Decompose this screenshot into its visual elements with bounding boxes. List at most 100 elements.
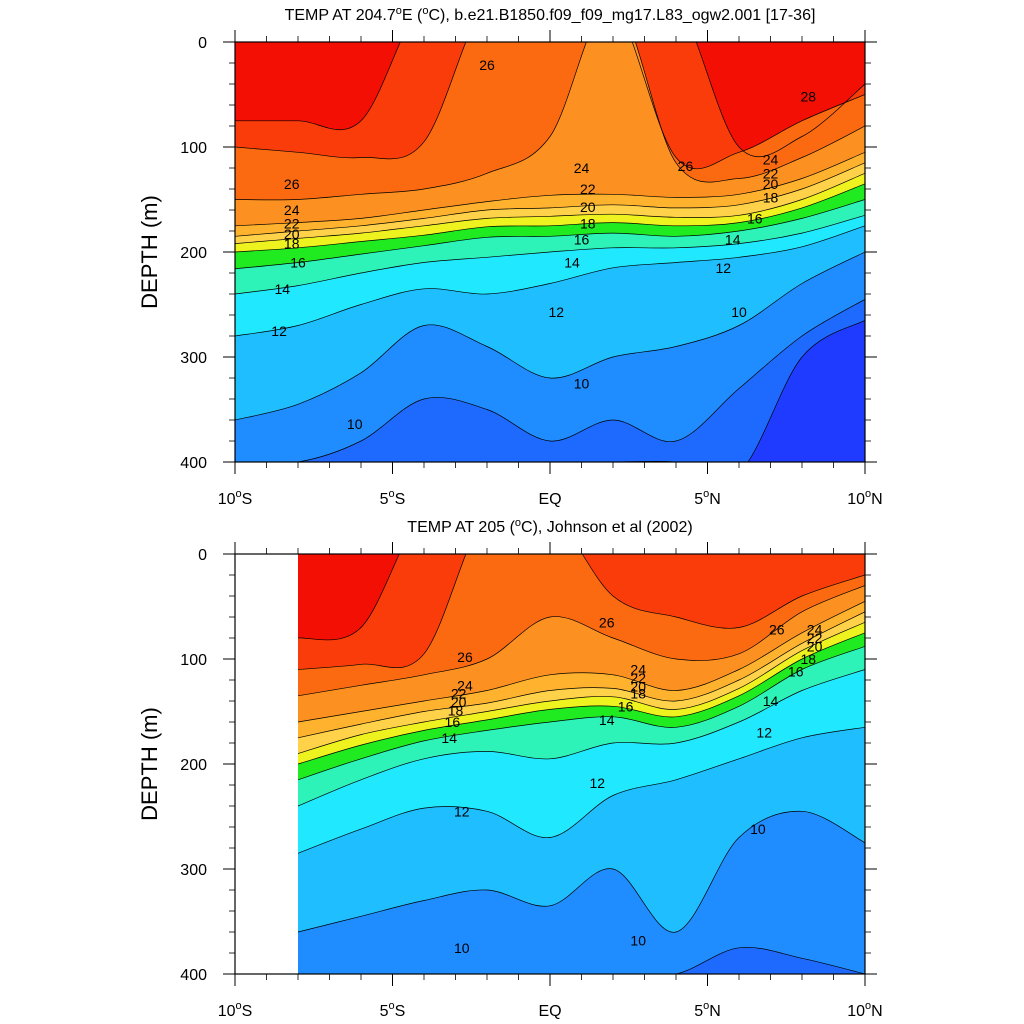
contour-label: 16	[445, 714, 461, 730]
y-axis-label: DEPTH (m)	[137, 195, 162, 309]
chart-title: TEMP AT 204.7oE (oC), b.e21.B1850.f09_f0…	[285, 5, 816, 24]
contour-label: 26	[284, 176, 300, 192]
contour-label: 10	[574, 375, 590, 391]
contour-label: 12	[454, 803, 470, 819]
x-tick-label: 10oN	[847, 488, 882, 508]
contour-label: 16	[747, 210, 763, 226]
contour-label: 20	[284, 226, 300, 242]
contour-fill	[298, 554, 865, 974]
contour-label: 14	[599, 712, 615, 728]
contour-band	[298, 811, 865, 974]
contour-line	[297, 726, 865, 854]
contour-label: 14	[441, 730, 457, 746]
x-tick-label: 10oS	[218, 488, 253, 508]
contour-label: 28	[801, 89, 817, 105]
contour-line	[297, 611, 865, 739]
contour-line	[297, 669, 865, 807]
contour-label: 16	[574, 231, 590, 247]
contour-label: 12	[549, 304, 565, 320]
contour-label: 22	[807, 630, 823, 646]
contour-label: 20	[451, 694, 467, 710]
contour-label: 14	[725, 231, 741, 247]
contour-label: 14	[564, 255, 580, 271]
contour-label: 24	[763, 152, 779, 168]
contour-label: 10	[750, 821, 766, 837]
contour-line	[235, 162, 865, 237]
contour-line	[235, 319, 865, 462]
contour-line	[297, 810, 865, 933]
contour-line	[235, 225, 865, 337]
y-tick-label: 100	[180, 652, 207, 669]
y-tick-label: 400	[180, 967, 207, 984]
contour-label: 10	[731, 304, 747, 320]
contour-label: 20	[630, 678, 646, 694]
x-tick-label: 10oS	[218, 1000, 253, 1020]
contour-line	[297, 554, 400, 641]
contour-line	[235, 172, 865, 244]
contour-band	[298, 947, 865, 974]
contour-label: 18	[801, 651, 817, 667]
contour-line	[297, 646, 865, 781]
y-tick-label: 100	[180, 140, 207, 157]
contour-line	[235, 42, 865, 158]
contour-line	[297, 585, 865, 697]
contour-label: 10	[630, 932, 646, 948]
contour-label: 16	[290, 255, 306, 271]
contour-label: 26	[769, 622, 785, 638]
contour-label: 18	[448, 702, 464, 718]
contour-label: 18	[763, 189, 779, 205]
contour-label: 20	[763, 176, 779, 192]
contour-line	[297, 632, 865, 765]
contour-label: 22	[580, 181, 596, 197]
contour-line	[297, 621, 865, 754]
contour-label: 16	[618, 698, 634, 714]
contour-label: 18	[284, 236, 300, 252]
contour-label: 20	[807, 638, 823, 654]
contour-label: 10	[347, 416, 363, 432]
contour-label: 12	[589, 775, 605, 791]
contour-label: 16	[788, 664, 804, 680]
contour-line	[235, 42, 865, 170]
contour-line	[235, 42, 865, 201]
contour-label: 24	[807, 622, 823, 638]
contour-line	[235, 151, 865, 227]
contour-label: 20	[580, 199, 596, 215]
contour-label: 12	[756, 725, 772, 741]
y-tick-label: 0	[198, 35, 207, 52]
x-tick-label: EQ	[538, 1003, 561, 1020]
x-tick-label: 10oN	[847, 1000, 882, 1020]
x-tick-label: 5oN	[694, 1000, 721, 1020]
contour-label: 26	[457, 649, 473, 665]
y-tick-label: 200	[180, 245, 207, 262]
contour-label: 14	[763, 693, 779, 709]
contour-label: 18	[630, 686, 646, 702]
contour-band	[235, 299, 865, 462]
y-tick-label: 200	[180, 757, 207, 774]
contour-line	[297, 600, 865, 723]
x-tick-label: 5oS	[380, 488, 406, 508]
chart-title: TEMP AT 205 (oC), Johnson et al (2002)	[407, 517, 692, 536]
contour-line	[235, 199, 865, 270]
y-tick-label: 0	[198, 547, 207, 564]
x-tick-label: EQ	[538, 491, 561, 508]
contour-label: 26	[479, 57, 495, 73]
contour-line	[235, 298, 865, 462]
y-axis-label: DEPTH (m)	[137, 707, 162, 821]
contour-line	[297, 554, 865, 670]
contour-line	[235, 183, 865, 253]
contour-label: 12	[271, 323, 287, 339]
y-tick-label: 300	[180, 350, 207, 367]
contour-label: 14	[274, 281, 290, 297]
contour-line	[235, 251, 865, 421]
contour-line	[235, 214, 865, 295]
contour-label: 10	[454, 940, 470, 956]
contour-label: 26	[599, 614, 615, 630]
contour-label: 24	[574, 160, 590, 176]
contour-label: 18	[580, 216, 596, 232]
y-tick-label: 300	[180, 862, 207, 879]
contour-label: 22	[451, 686, 467, 702]
